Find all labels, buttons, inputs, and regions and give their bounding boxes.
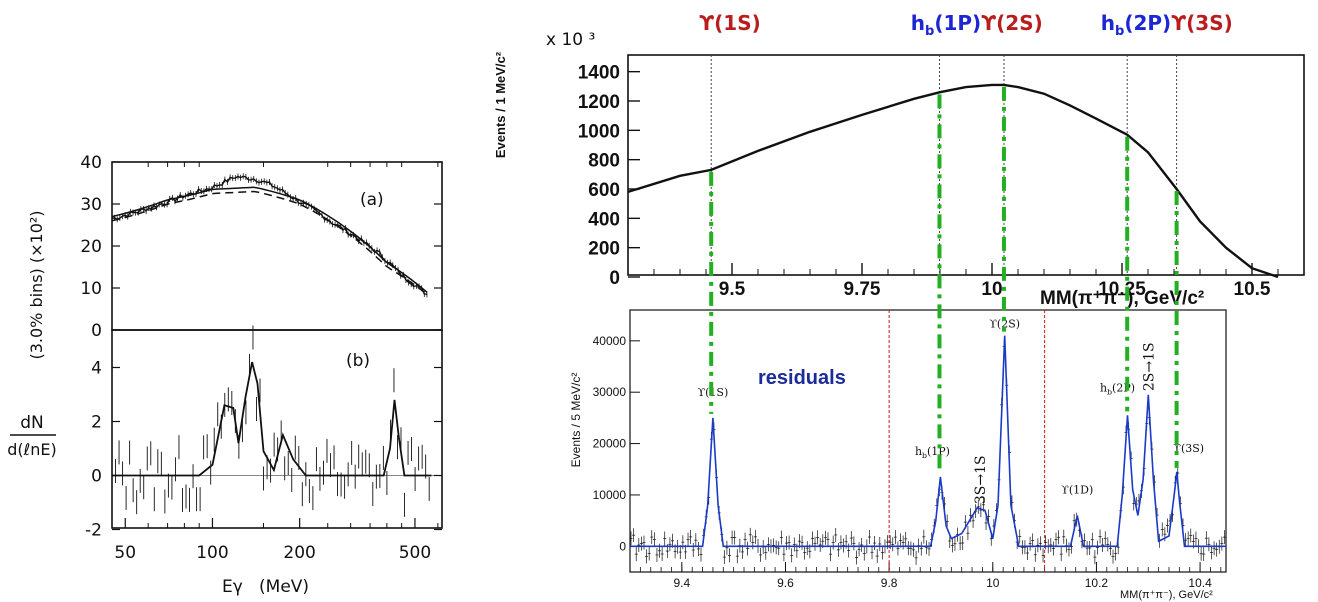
panel-a-tag: (a) <box>360 190 384 210</box>
bottom-fit-curve <box>630 335 1226 548</box>
bottom-right-panel: Events / 5 MeV/c² MM(π⁺π⁻), GeV/c² resid… <box>569 86 1227 601</box>
bottom-fit-group <box>630 335 1226 548</box>
left-a-y-tick-label: 20 <box>80 237 102 257</box>
state-label-5: ϒ(3S) <box>1171 11 1233 35</box>
bottom-data-points <box>629 339 1226 565</box>
bottom-y-tick-label: 0 <box>619 539 626 553</box>
left-a-fit-solid <box>111 186 428 293</box>
bottom-ylabel: Events / 5 MeV/c² <box>569 373 583 468</box>
top-y-tick-label: 400 <box>588 209 620 230</box>
top-right-panel: x 10 ³ Events / 1 MeV/c² MM(π⁺π⁻), GeV/c… <box>493 11 1305 309</box>
bottom-x-tick-label: 9.8 <box>881 576 898 590</box>
left-ylabel-denom: d(ℓnE) <box>7 440 57 459</box>
rest: (2P) <box>1112 381 1135 394</box>
left-b-fit-curve <box>112 361 432 477</box>
bottom-y-tick-label: 20000 <box>593 437 627 451</box>
top-y-tick-label: 1200 <box>578 92 620 113</box>
left-x-tick-label: 100 <box>196 543 228 563</box>
h: h <box>915 445 922 458</box>
top-vertical-markers <box>710 55 1178 275</box>
state-label-rest: (2P) <box>1124 11 1171 35</box>
bottom-y-tick-label: 10000 <box>593 488 627 502</box>
left-xlabel: Eγ (MeV) <box>222 577 309 597</box>
state-label-sub: b <box>1115 24 1124 39</box>
top-x-tick-label: 9.5 <box>719 279 746 300</box>
peak-label-3s: ϒ(3S) <box>1173 442 1204 455</box>
state-label-2: hb(1P) <box>911 11 981 39</box>
bottom-y-tick-label: 40000 <box>593 334 627 348</box>
bottom-x-tick-label: 9.4 <box>673 576 690 590</box>
state-label-4: hb(2P) <box>1101 11 1171 39</box>
state-label-h: h <box>911 11 925 35</box>
green-dashdot-lines <box>709 86 1179 473</box>
state-label-3: ϒ(2S) <box>981 11 1043 35</box>
top-y-tick-label: 0 <box>609 268 620 289</box>
left-a-series <box>111 173 428 298</box>
top-xlabel: MM(π⁺π⁻), GeV/c² <box>1040 288 1204 309</box>
left-a-fit-dashed <box>111 190 428 295</box>
bottom-xlabel: MM(π⁺π⁻), GeV/c² <box>1120 589 1213 601</box>
left-x-tick-label: 50 <box>114 543 136 563</box>
state-label-h: h <box>1101 11 1115 35</box>
peak-label-2s: ϒ(2S) <box>989 318 1020 331</box>
top-x-tick-label: 10 <box>981 279 1002 300</box>
bottom-frame <box>629 309 1227 573</box>
peak-label-hb1p: hb(1P) <box>915 445 950 460</box>
left-ylabel-numer: dN <box>20 413 44 433</box>
top-y-tick-label: 600 <box>588 180 620 201</box>
bottom-x-tick-label: 10.4 <box>1188 576 1212 590</box>
left-b-y-tick-label: 4 <box>91 359 102 379</box>
top-multiplier: x 10 ³ <box>546 30 595 50</box>
left-b-y-tick-label: -2 <box>85 521 102 541</box>
top-x-tick-label: 10.5 <box>1234 279 1271 300</box>
left-a-y-tick-label: 40 <box>80 153 102 173</box>
left-a-y-tick-label: 30 <box>80 195 102 215</box>
left-b-series <box>111 325 442 517</box>
sub: b <box>1107 387 1112 396</box>
top-x-tick-label: 9.75 <box>844 279 881 300</box>
peak-label-3s1s: 3S→1S <box>973 455 989 504</box>
top-y-tick-label: 1000 <box>578 121 620 142</box>
top-x-tick-label: 10.25 <box>1098 279 1146 300</box>
bottom-x-tick-label: 10.2 <box>1085 576 1109 590</box>
top-y-tick-label: 200 <box>588 239 620 260</box>
top-y-tick-label: 800 <box>588 151 620 172</box>
rest: (1P) <box>927 445 950 458</box>
left-x-tick-label: 200 <box>283 543 315 563</box>
top-curve-group <box>627 83 1279 279</box>
bottom-x-tick-label: 10 <box>986 576 1000 590</box>
left-x-tick-label: 500 <box>399 543 431 563</box>
top-ticks: 1400 1200 1000 800 600 400 200 0 9.5 9.75 10 10.25 1… <box>578 63 1279 300</box>
state-label-sub: b <box>925 24 934 39</box>
left-a-y-tick-label: 10 <box>80 279 102 299</box>
peak-label-1d: ϒ(1D) <box>1061 483 1093 496</box>
left-frame-b <box>111 329 443 529</box>
sub: b <box>922 451 927 460</box>
bottom-y-tick-label: 30000 <box>593 385 627 399</box>
peak-label-hb2p: hb(2P) <box>1100 381 1135 396</box>
state-labels: ϒ(1S) hb(1P) ϒ(2S) hb(2P) ϒ(3S) <box>699 11 1233 39</box>
left-b-y-tick-label: 0 <box>91 467 102 487</box>
bottom-ticks: 40000 30000 20000 10000 0 9.4 9.6 9.8 10 10.2 10.4 <box>593 310 1222 590</box>
top-ylabel: Events / 1 MeV/c² <box>493 51 508 158</box>
state-label-rest: (1P) <box>934 11 981 35</box>
peak-label-2s1s: 2S→1S <box>1141 342 1157 391</box>
top-y-tick-label: 1400 <box>578 63 620 84</box>
state-label-1: ϒ(1S) <box>699 11 761 35</box>
h: h <box>1100 381 1107 394</box>
panel-b-tag: (b) <box>346 351 370 371</box>
left-ylabel-bins: (3.0% bins) (×10²) <box>27 210 46 359</box>
left-b-y-tick-label: 2 <box>91 413 102 433</box>
top-curve <box>627 83 1279 279</box>
residuals-label: residuals <box>758 367 846 389</box>
left-a-y-tick-label: 0 <box>91 321 102 341</box>
bottom-x-tick-label: 9.6 <box>777 576 794 590</box>
